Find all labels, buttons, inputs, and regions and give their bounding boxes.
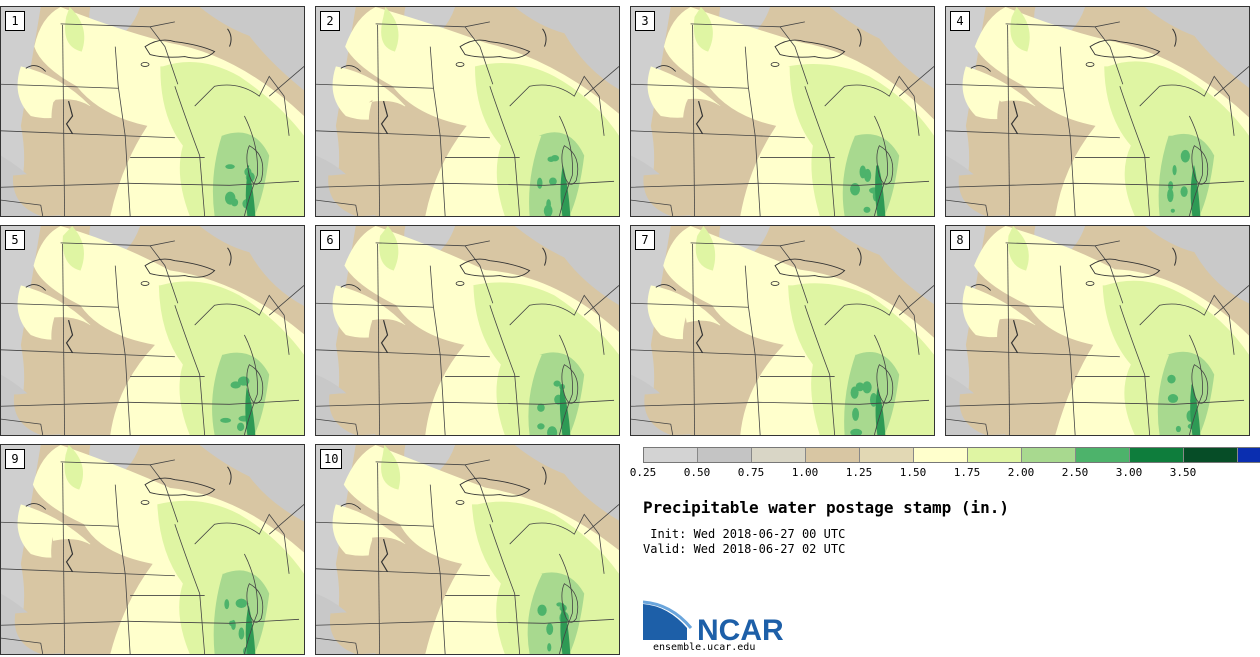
colorbar-swatch	[1238, 448, 1260, 462]
colorbar-tick-label: 1.25	[845, 466, 873, 479]
panel-label: 2	[320, 11, 340, 31]
colorbar-swatch	[1076, 448, 1130, 462]
colorbar-tick-label: 0.75	[737, 466, 765, 479]
panel-label: 6	[320, 230, 340, 250]
panel-label: 10	[320, 449, 343, 469]
colorbar-swatch	[644, 448, 698, 462]
colorbar-tick-label: 3.50	[1169, 466, 1197, 479]
colorbar-swatch	[914, 448, 968, 462]
map-panel: 7	[630, 225, 935, 436]
panel-label: 5	[5, 230, 25, 250]
logo-url: ensemble.ucar.edu	[653, 642, 756, 653]
page-title: Precipitable water postage stamp (in.)	[643, 498, 1010, 517]
init-line: Init: Wed 2018-06-27 00 UTC	[643, 527, 846, 541]
panel-label: 3	[635, 11, 655, 31]
colorbar	[643, 447, 1260, 463]
logo-text: NCAR	[697, 614, 784, 647]
map-panel: 4	[945, 6, 1250, 217]
colorbar-tick-label: 0.25	[629, 466, 657, 479]
panel-label: 8	[950, 230, 970, 250]
colorbar-swatch	[1184, 448, 1238, 462]
map-panel: 8	[945, 225, 1250, 436]
map-panel: 6	[315, 225, 620, 436]
colorbar-swatch	[860, 448, 914, 462]
colorbar-tick-label: 2.00	[1007, 466, 1035, 479]
colorbar-swatch	[698, 448, 752, 462]
map-panel: 5	[0, 225, 305, 436]
map-panel: 10	[315, 444, 620, 655]
ncar-logo: NCAR	[643, 600, 784, 647]
colorbar-swatch	[752, 448, 806, 462]
colorbar-tick-label: 3.00	[1115, 466, 1143, 479]
map-panel: 3	[630, 6, 935, 217]
colorbar-swatch	[1130, 448, 1184, 462]
colorbar-tick-label: 0.50	[683, 466, 711, 479]
panel-label: 1	[5, 11, 25, 31]
map-panel: 9	[0, 444, 305, 655]
colorbar-tick-label: 1.75	[953, 466, 981, 479]
valid-line: Valid: Wed 2018-06-27 02 UTC	[643, 542, 846, 556]
colorbar-swatch	[1022, 448, 1076, 462]
run-info: Init: Wed 2018-06-27 00 UTC Valid: Wed 2…	[643, 527, 845, 557]
panel-label: 4	[950, 11, 970, 31]
colorbar-tick-label: 1.50	[899, 466, 927, 479]
colorbar-swatch	[806, 448, 860, 462]
map-panel: 2	[315, 6, 620, 217]
panel-label: 9	[5, 449, 25, 469]
colorbar-tick-label: 1.00	[791, 466, 819, 479]
panel-label: 7	[635, 230, 655, 250]
colorbar-swatch	[968, 448, 1022, 462]
map-panel: 1	[0, 6, 305, 217]
colorbar-tick-label: 2.50	[1061, 466, 1089, 479]
